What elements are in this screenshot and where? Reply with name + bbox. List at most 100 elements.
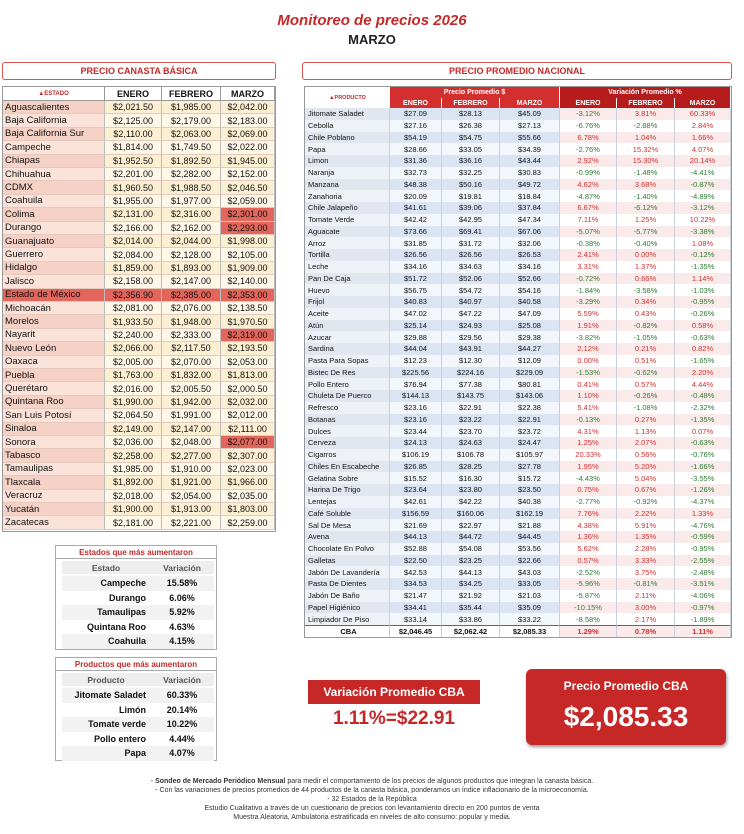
price-cell: $2,064.50	[105, 409, 162, 423]
price-cell: $29.56	[442, 331, 500, 343]
state-name: Oaxaca	[3, 355, 105, 369]
product-name: Pollo Entero	[305, 378, 390, 390]
state-name: Yucatán	[3, 503, 105, 517]
product-name: Zanahoria	[305, 190, 390, 202]
variation-cell: 0.51%	[617, 354, 675, 367]
box-value: 4.07%	[150, 746, 214, 761]
price-cell: $27.16	[390, 119, 442, 132]
variation-cell: 20.33%	[560, 448, 617, 461]
product-name: Chile Poblano	[305, 131, 390, 144]
variation-cell: -1.53%	[560, 366, 617, 379]
variation-cell: -2.77%	[560, 495, 617, 508]
price-cell: $1,763.00	[105, 369, 162, 383]
price-cell: $2,316.00	[162, 208, 221, 222]
state-name: Hidalgo	[3, 261, 105, 276]
state-name: Coahuila	[3, 194, 105, 209]
price-cell: $52.06	[442, 272, 500, 285]
variation-cell: 5.41%	[560, 401, 617, 414]
price-cell: $1,913.00	[162, 503, 221, 517]
variation-cell: 2.41%	[560, 249, 617, 261]
price-cell: $105.97	[500, 448, 560, 461]
variation-cell: 7.76%	[560, 507, 617, 520]
price-cell: $37.84	[500, 202, 560, 214]
price-cell: $31.72	[442, 237, 500, 249]
price-cell: $2,259.00	[221, 516, 275, 530]
variation-cell: -0.97%	[675, 601, 731, 614]
variation-cell: -2.76%	[560, 143, 617, 155]
price-cell: $1,859.00	[105, 261, 162, 276]
price-cell: $23.44	[390, 425, 442, 437]
column-header: MARZO	[675, 98, 731, 108]
variation-cell: -4.06%	[675, 589, 731, 602]
price-cell: $2,000.50	[221, 382, 275, 396]
variation-cell: -10.15%	[560, 601, 617, 614]
variation-cell: -8.58%	[560, 613, 617, 625]
price-cell: $43.03	[500, 566, 560, 578]
price-cell: $1,990.00	[105, 395, 162, 410]
price-cell: $2,085.33	[500, 625, 560, 637]
variation-cell: 0.57%	[560, 554, 617, 567]
price-cell: $33.14	[390, 613, 442, 625]
variation-cell: 3.31%	[560, 260, 617, 273]
price-cell: $2,131.00	[105, 208, 162, 222]
product-name: Galletas	[305, 554, 390, 567]
footer-line: - Sondeo de Mercado Periódico Mensual pa…	[0, 778, 744, 785]
variation-cell: 1.35%	[617, 531, 675, 543]
variation-cell: 0.57%	[617, 378, 675, 390]
price-cell: $54.19	[390, 131, 442, 144]
variation-cell: -0.87%	[675, 178, 731, 191]
price-cell: $52.88	[390, 542, 442, 555]
box-value: 20.14%	[150, 702, 214, 717]
price-cell: $1,952.50	[105, 154, 162, 168]
box-value: 60.33%	[150, 688, 214, 703]
price-cell: $2,035.00	[221, 489, 275, 503]
variation-cell: 1.33%	[675, 507, 731, 520]
box-name: Jitomate Saladet	[62, 688, 150, 703]
product-name: Frijol	[305, 296, 390, 308]
price-cell: $1,942.00	[162, 395, 221, 410]
price-cell: $47.09	[500, 307, 560, 320]
footer-prefix: -	[150, 778, 156, 785]
price-cell: $33.86	[442, 613, 500, 625]
price-cell: $2,138.50	[221, 302, 275, 316]
box-value: 15.58%	[150, 576, 214, 591]
variation-cell: 1.25%	[617, 213, 675, 226]
variation-cell: 4.38%	[560, 519, 617, 531]
price-cell: $2,385.00	[162, 288, 221, 302]
price-cell: $20.09	[390, 190, 442, 202]
variation-cell: 1.13%	[617, 425, 675, 437]
variation-cell: -1.26%	[675, 484, 731, 496]
price-cell: $2,201.00	[105, 168, 162, 182]
variation-cell: -0.82%	[617, 319, 675, 332]
box-title: Estados que más aumentaron	[56, 546, 216, 559]
variation-cell: 2.20%	[675, 366, 731, 379]
variation-cell: -0.40%	[617, 237, 675, 249]
variation-cell: 1.04%	[617, 131, 675, 144]
variation-cell: -3.12%	[560, 108, 617, 120]
variation-cell: 1.11%	[675, 625, 731, 637]
price-cell: $23.64	[390, 484, 442, 496]
state-name: San Luis Potosí	[3, 409, 105, 423]
price-cell: $1,892.00	[105, 476, 162, 490]
variation-cell: -0.62%	[617, 366, 675, 379]
price-cell: $1,966.00	[221, 476, 275, 490]
price-cell: $49.72	[500, 178, 560, 191]
box-name: Tamaulipas	[62, 605, 150, 620]
product-name: Arroz	[305, 237, 390, 249]
price-cell: $15.72	[500, 472, 560, 484]
price-cell: $18.84	[500, 190, 560, 202]
price-cell: $28.66	[390, 143, 442, 155]
variation-cell: 60.33%	[675, 108, 731, 120]
price-cell: $2,022.00	[221, 141, 275, 155]
price-cell: $76.94	[390, 378, 442, 390]
product-name: Tomate Verde	[305, 213, 390, 226]
price-cell: $1,893.00	[162, 261, 221, 276]
variation-cell: 0.78%	[617, 625, 675, 637]
price-cell: $54.75	[442, 131, 500, 144]
variation-cell: 5.59%	[560, 307, 617, 320]
price-cell: $21.88	[500, 519, 560, 531]
price-cell: $2,147.00	[162, 275, 221, 289]
footer-line: Estudio Cualitativo a través de un cuest…	[204, 805, 540, 812]
price-cell: $26.53	[500, 249, 560, 261]
price-cell: $2,054.00	[162, 489, 221, 503]
